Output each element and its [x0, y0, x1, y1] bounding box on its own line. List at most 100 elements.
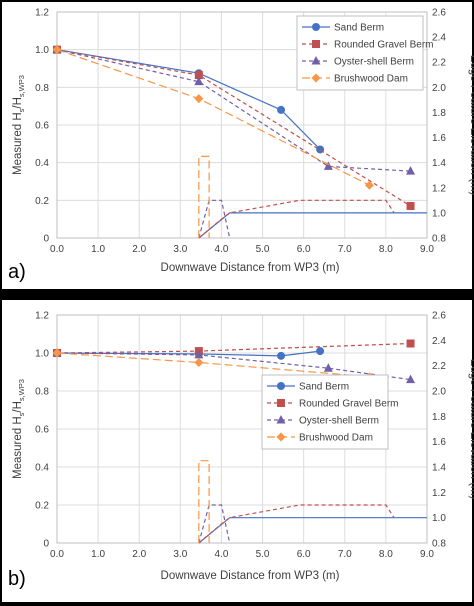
b-x-tick-label: 5.0	[256, 549, 270, 560]
b-series-line-brushwood-dam	[56, 352, 370, 378]
a-data-point	[406, 166, 416, 175]
panel-b-plot: 0.0 1.0 2.0 3.0 4.0 5.0 6.0 7.0 8.0 9.0 0 0.2 0.4 0.6…	[12, 311, 474, 583]
a-x-axis-label: Downwave Distance from WP3 (m)	[161, 262, 340, 274]
b-y-tick-label: 0.6	[35, 425, 49, 436]
a-y-tick-label: 0.8	[35, 83, 49, 94]
b-y-tick-label: 0	[43, 539, 49, 550]
b-series-line-oyster-shell-berm	[56, 352, 411, 381]
a-series-line-rounded-gravel-berm	[56, 49, 411, 207]
b-y2-tick-label: 2.0	[432, 387, 446, 398]
a-legend-marker	[311, 73, 321, 83]
a-legend: Sand Berm Rounded Gravel Berm Oyster-shell…	[296, 15, 434, 91]
a-data-point	[194, 94, 204, 104]
a-x-tick-label: 5.0	[256, 244, 270, 255]
b-x-tick-label: 3.0	[173, 549, 187, 560]
a-y2-tick-label: 0.8	[432, 234, 446, 245]
panel-a: a) 0.0 1.0 2.0 3.0 4.0 5.0 6.0 7.0 8.0 9.0 0 0.2 0.4…	[2, 2, 474, 289]
b-elevation-line-2	[198, 504, 231, 544]
b-legend-entry: Oyster-shell Berm	[299, 416, 379, 427]
a-data-point	[194, 76, 204, 86]
b-x-tick-label: 8.0	[379, 549, 393, 560]
a-x-tick-label: 7.0	[338, 244, 352, 255]
a-series-line-sand-berm	[56, 49, 321, 150]
b-y2-tick-label: 2.6	[432, 311, 446, 322]
b-x-tick-label: 0.0	[50, 549, 64, 560]
panel-b-label: b)	[8, 568, 26, 590]
b-y2-tick-label: 1.6	[432, 437, 446, 448]
a-legend-entry: Oyster-shell Berm	[334, 57, 414, 68]
b-data-point	[52, 348, 62, 358]
a-elevation-line-1	[198, 199, 395, 239]
a-data-point	[277, 105, 286, 114]
a-x-tick-label: 1.0	[91, 244, 105, 255]
b-y-tick-label: 1.2	[35, 311, 49, 322]
a-y-tick-label: 1.2	[35, 8, 49, 19]
a-y-axis-label: Measured Hs/Hs,WP3	[12, 75, 26, 175]
a-elevation-line-3	[198, 155, 210, 238]
b-legend-marker	[277, 399, 285, 407]
b-legend-marker	[276, 432, 286, 442]
a-x-tick-label: 0.0	[50, 244, 64, 255]
a-data-point	[52, 45, 62, 55]
b-legend: Sand Berm Rounded Gravel Berm Oyster-shell…	[261, 374, 399, 450]
b-data-point	[316, 347, 325, 356]
a-y2-tick-label: 1.4	[432, 158, 446, 169]
b-legend-entry: Rounded Gravel Berm	[299, 399, 399, 410]
b-elevation-line-3	[198, 460, 210, 543]
b-elevation-line-1	[198, 504, 395, 544]
b-y2-tick-label: 2.2	[432, 361, 446, 372]
b-legend-entry: Brushwood Dam	[299, 433, 373, 444]
a-legend-entry: Rounded Gravel Berm	[334, 40, 434, 51]
b-plot-frame	[56, 314, 428, 544]
b-y2-axis-label: Edge Feature Elevation (m)	[468, 359, 474, 500]
a-x-tick-label: 2.0	[132, 244, 146, 255]
a-x-tick-label: 8.0	[379, 244, 393, 255]
b-y-tick-label: 0.4	[35, 463, 49, 474]
a-elevation-line-2	[198, 199, 231, 239]
b-y-tick-label: 1.0	[35, 349, 49, 360]
a-plot-frame	[56, 11, 428, 239]
b-y-tick-label: 0.8	[35, 387, 49, 398]
a-legend-marker	[311, 56, 321, 65]
a-y2-tick-label: 1.8	[432, 108, 446, 119]
panel-b: b) 0.0 1.0 2.0 3.0 4.0 5.0 6.0 7.0 8.0 9.0 0 0.2 0.4…	[2, 300, 474, 602]
panel-a-label: a)	[8, 261, 26, 283]
a-data-point	[406, 201, 415, 210]
a-y-tick-label: 0.6	[35, 121, 49, 132]
a-x-tick-label: 3.0	[173, 244, 187, 255]
a-data-point	[364, 180, 374, 190]
a-y2-tick-label: 2.2	[432, 58, 446, 69]
b-x-tick-label: 6.0	[297, 549, 311, 560]
b-y2-tick-label: 0.8	[432, 539, 446, 550]
b-data-point	[406, 374, 416, 384]
b-y-tick-label: 0.2	[35, 501, 49, 512]
a-y2-tick-label: 1.6	[432, 133, 446, 144]
b-legend-marker	[276, 415, 286, 424]
a-y-tick-label: 0	[43, 234, 49, 245]
a-data-point	[323, 161, 333, 170]
a-y2-tick-label: 2.0	[432, 83, 446, 94]
b-x-tick-label: 2.0	[132, 549, 146, 560]
b-data-point	[406, 339, 415, 348]
a-y-tick-label: 1.0	[35, 45, 49, 56]
a-x-tick-label: 9.0	[420, 244, 434, 255]
a-y2-tick-label: 2.6	[432, 8, 446, 19]
a-elevation-line-0	[198, 212, 427, 239]
a-data-point	[194, 71, 203, 80]
a-x-tick-label: 6.0	[297, 244, 311, 255]
a-legend-marker	[312, 40, 320, 48]
b-data-point	[323, 363, 333, 372]
a-y2-tick-label: 1.0	[432, 208, 446, 219]
b-data-point	[194, 349, 204, 359]
b-data-point	[277, 351, 286, 360]
a-y2-axis-label: Edge Feature Elevation (m)	[468, 55, 474, 196]
b-y2-tick-label: 2.4	[432, 336, 446, 347]
a-y-tick-label: 0.4	[35, 158, 49, 169]
a-legend-marker	[312, 23, 320, 31]
b-y-axis-label: Measured Hs/Hs,WP3	[12, 379, 26, 479]
b-y2-tick-label: 1.2	[432, 488, 446, 499]
b-elevation-line-0	[198, 517, 427, 544]
a-x-tick-label: 4.0	[214, 244, 228, 255]
a-legend-entry: Sand Berm	[334, 23, 384, 34]
